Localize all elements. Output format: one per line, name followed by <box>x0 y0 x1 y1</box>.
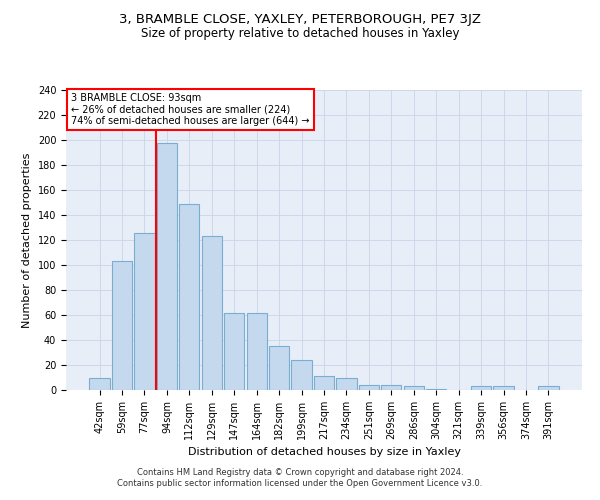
Bar <box>314 376 334 390</box>
Bar <box>157 142 177 390</box>
Bar <box>247 312 267 390</box>
Y-axis label: Number of detached properties: Number of detached properties <box>22 152 32 328</box>
Bar <box>112 261 132 390</box>
Bar <box>337 378 356 390</box>
Bar <box>179 204 199 390</box>
Bar <box>471 386 491 390</box>
Text: 3 BRAMBLE CLOSE: 93sqm
← 26% of detached houses are smaller (224)
74% of semi-de: 3 BRAMBLE CLOSE: 93sqm ← 26% of detached… <box>71 93 310 126</box>
Bar <box>134 232 155 390</box>
Bar <box>538 386 559 390</box>
Bar <box>269 346 289 390</box>
X-axis label: Distribution of detached houses by size in Yaxley: Distribution of detached houses by size … <box>187 448 461 458</box>
Bar <box>381 385 401 390</box>
Text: Size of property relative to detached houses in Yaxley: Size of property relative to detached ho… <box>141 28 459 40</box>
Bar <box>202 236 222 390</box>
Bar <box>292 360 311 390</box>
Text: 3, BRAMBLE CLOSE, YAXLEY, PETERBOROUGH, PE7 3JZ: 3, BRAMBLE CLOSE, YAXLEY, PETERBOROUGH, … <box>119 12 481 26</box>
Bar <box>89 378 110 390</box>
Bar <box>404 386 424 390</box>
Bar <box>359 385 379 390</box>
Text: Contains HM Land Registry data © Crown copyright and database right 2024.
Contai: Contains HM Land Registry data © Crown c… <box>118 468 482 487</box>
Bar <box>426 389 446 390</box>
Bar <box>493 386 514 390</box>
Bar <box>224 312 244 390</box>
